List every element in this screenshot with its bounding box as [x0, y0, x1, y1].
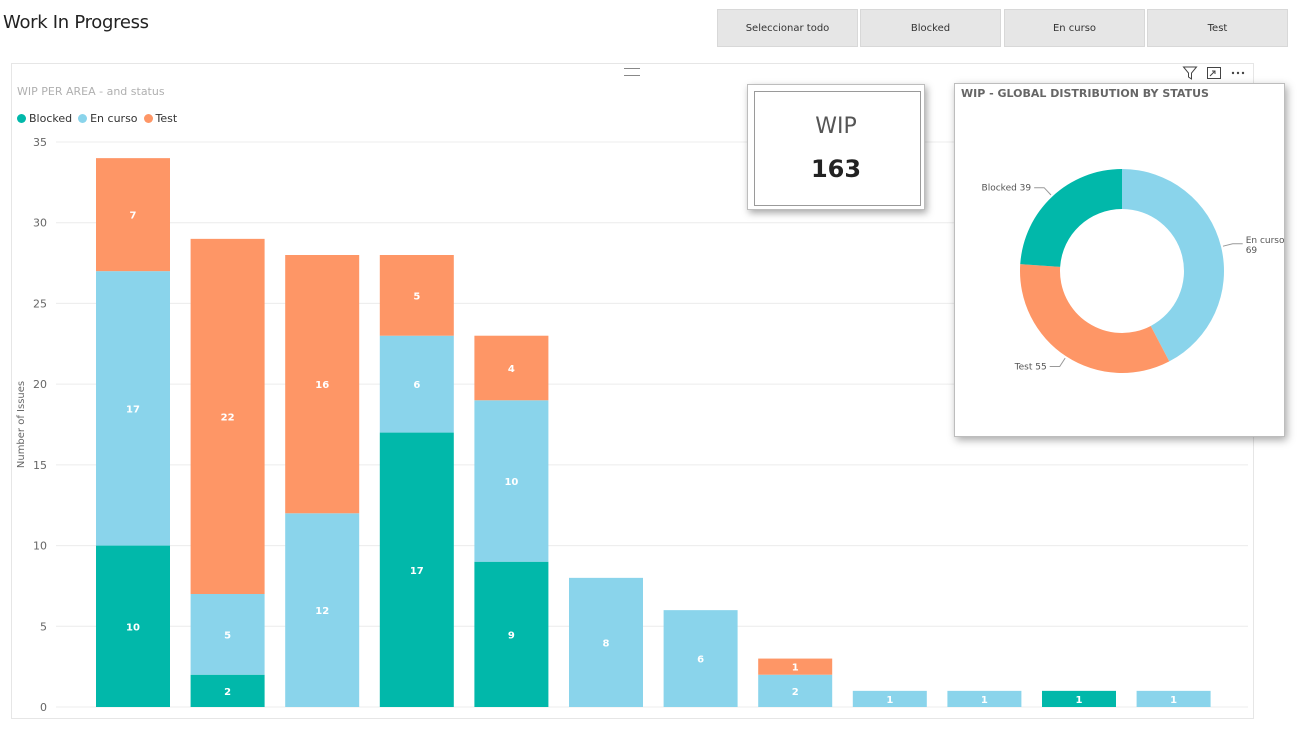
bar-data-label: 7: [130, 211, 137, 222]
bar-segment-test[interactable]: [379, 255, 454, 336]
bar-data-label: 1: [1076, 695, 1083, 706]
bar-data-label: 4: [508, 364, 515, 375]
legend-item-en-curso[interactable]: En curso: [78, 112, 138, 125]
bar-segment-en-curso[interactable]: [758, 674, 833, 707]
bar-segment-blocked[interactable]: [1042, 690, 1116, 707]
drag-handle-icon[interactable]: [624, 68, 640, 76]
donut-leader-line: [1222, 243, 1243, 247]
bar-data-label: 5: [224, 630, 231, 641]
filter-icon[interactable]: [1181, 64, 1199, 82]
bar-segment-test[interactable]: [758, 658, 833, 675]
bar-data-label: 17: [410, 566, 424, 577]
bar-data-label: 1: [1170, 695, 1177, 706]
more-options-icon[interactable]: [1229, 64, 1247, 82]
bar-segment-blocked[interactable]: [190, 674, 265, 707]
donut-leader-line: [1049, 357, 1066, 367]
donut-slice-test[interactable]: [1020, 264, 1170, 373]
bar-segment-en-curso[interactable]: [569, 577, 643, 707]
legend-item-test[interactable]: Test: [143, 112, 178, 125]
bar-segment-en-curso[interactable]: [96, 271, 170, 546]
bar-data-label: 6: [697, 655, 704, 666]
legend-dot-en-curso: [78, 114, 88, 123]
donut-chart-visual: En curso 69 Test 55 Blocked 39 WIP - GLOBAL…: [954, 83, 1285, 437]
bar-data-label: 12: [315, 606, 329, 617]
donut-data-label: Test 55: [1014, 362, 1047, 372]
bar-chart-title: WIP PER AREA - and status: [17, 85, 165, 98]
bar-segment-en-curso[interactable]: [474, 400, 549, 562]
bar-chart-legend: Blocked En curso Test: [17, 112, 177, 125]
wip-card: WIP 163: [747, 84, 925, 210]
wip-card-value: 163: [810, 155, 862, 183]
bar-data-label: 10: [126, 622, 140, 633]
y-tick-label: 15: [33, 459, 47, 472]
bar-segment-en-curso[interactable]: [190, 594, 265, 675]
donut-chart: En curso 69 Test 55 Blocked 39: [982, 169, 1285, 373]
y-tick-label: 25: [33, 297, 47, 310]
focus-mode-icon[interactable]: [1205, 64, 1223, 82]
bar-segment-en-curso[interactable]: [663, 610, 738, 707]
bar-data-label: 16: [315, 380, 329, 391]
bar-data-label: 2: [792, 687, 799, 698]
bar-data-label: 2: [224, 687, 231, 698]
bar-data-label: 6: [413, 380, 420, 391]
bar-segment-en-curso[interactable]: [1136, 690, 1211, 707]
y-tick-label: 30: [33, 217, 47, 230]
bar-data-label: 1: [792, 663, 799, 674]
slicer-en-curso[interactable]: En curso: [1004, 9, 1145, 47]
bar-segment-blocked[interactable]: [474, 561, 549, 707]
y-tick-label: 10: [33, 540, 47, 553]
bar-segment-en-curso[interactable]: [285, 513, 360, 707]
bar-segment-blocked[interactable]: [379, 432, 454, 707]
y-tick-label: 35: [33, 136, 47, 149]
legend-label-test: Test: [155, 112, 178, 125]
donut-slice-blocked[interactable]: [1020, 169, 1122, 267]
y-tick-label: 5: [40, 620, 47, 633]
legend-item-blocked[interactable]: Blocked: [17, 112, 72, 125]
bar-segment-blocked[interactable]: [96, 545, 170, 707]
bar-data-label: 5: [413, 291, 420, 302]
bar-segment-test[interactable]: [190, 238, 265, 594]
legend-dot-blocked: [17, 114, 26, 123]
y-tick-label: 0: [40, 701, 47, 714]
bar-segment-en-curso[interactable]: [379, 335, 454, 433]
bar-data-label: 9: [508, 630, 515, 641]
bar-data-label: 22: [221, 412, 235, 423]
bar-segment-test[interactable]: [96, 158, 170, 272]
donut-slice-en-curso[interactable]: [1122, 169, 1224, 362]
legend-label-blocked: Blocked: [29, 112, 73, 125]
donut-chart-title: WIP - GLOBAL DISTRIBUTION BY STATUS: [961, 87, 1209, 100]
bar-data-label: 8: [603, 638, 610, 649]
page-title: Work In Progress: [3, 12, 149, 33]
bar-segment-en-curso[interactable]: [852, 690, 927, 707]
bar-data-label: 1: [886, 695, 893, 706]
donut-leader-line: [1034, 187, 1052, 196]
wip-card-label: WIP: [815, 114, 857, 139]
visual-header: [1181, 64, 1247, 82]
donut-data-label: Blocked 39: [982, 184, 1032, 194]
bar-data-label: 10: [504, 477, 518, 488]
slicer-select-all[interactable]: Seleccionar todo: [717, 9, 858, 47]
slicer-test[interactable]: Test: [1147, 9, 1288, 47]
bar-data-label: 17: [126, 404, 140, 415]
bar-data-label: 1: [981, 695, 988, 706]
wip-card-frame: [754, 91, 921, 206]
y-axis-label: Number of Issues: [16, 381, 27, 468]
donut-data-label: En curso 69: [1246, 236, 1285, 256]
bar-segment-test[interactable]: [474, 335, 549, 401]
bar-segment-test[interactable]: [285, 255, 360, 514]
slicer-blocked[interactable]: Blocked: [860, 9, 1001, 47]
bar-segment-en-curso[interactable]: [947, 690, 1022, 707]
legend-dot-test: [143, 114, 153, 123]
legend-label-en-curso: En curso: [90, 112, 138, 125]
y-tick-label: 20: [33, 378, 47, 391]
